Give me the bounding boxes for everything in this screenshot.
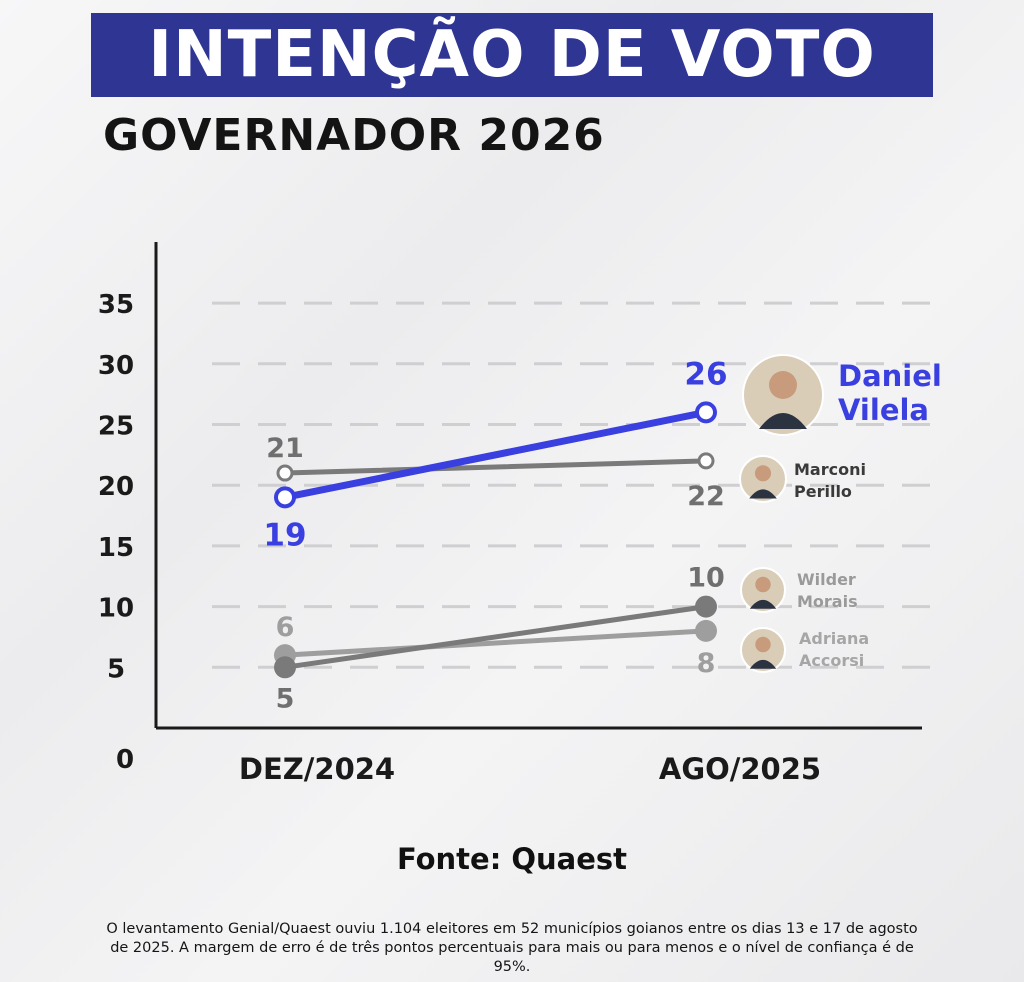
candidate-name-label: Accorsi xyxy=(799,651,864,670)
series-line xyxy=(282,604,709,670)
avatar-face-icon xyxy=(755,636,771,653)
candidate-name-label: Marconi xyxy=(794,460,866,479)
series-line xyxy=(282,628,709,658)
data-label: 22 xyxy=(687,481,725,512)
y-tick-label: 10 xyxy=(98,594,134,624)
y-tick-label: 5 xyxy=(107,654,125,684)
data-point xyxy=(695,595,717,618)
candidate-name-label: Morais xyxy=(797,592,858,611)
data-label: 21 xyxy=(266,433,304,464)
x-tick-label: AGO/2025 xyxy=(659,752,821,786)
data-label: 10 xyxy=(687,563,725,594)
data-point xyxy=(274,656,296,679)
candidate-name-label: Vilela xyxy=(838,393,929,427)
data-point xyxy=(697,452,715,470)
data-label: 5 xyxy=(276,683,295,714)
y-tick-label: 30 xyxy=(98,351,134,381)
data-label: 26 xyxy=(684,356,727,392)
source-label: Fonte: Quaest xyxy=(396,842,628,876)
candidate-name-label: Adriana xyxy=(799,629,869,648)
y-tick-label: 20 xyxy=(98,472,134,502)
chart-title: INTENÇÃO DE VOTO xyxy=(148,18,876,92)
avatar-face-icon xyxy=(755,576,771,593)
y-tick-label: 35 xyxy=(98,290,134,320)
series-line xyxy=(281,408,710,501)
line-chart: 0 5 10 15 20 25 30 35 DEZ/2024 AGO/2025 21 22 6 8 5 10 1… xyxy=(98,242,942,786)
data-point xyxy=(274,486,296,509)
chart-subtitle: GOVERNADOR 2026 xyxy=(103,110,605,161)
data-point xyxy=(276,464,294,482)
avatar-face-icon xyxy=(754,465,772,482)
candidate-name-label: Daniel xyxy=(838,359,942,393)
candidate-name-label: Perillo xyxy=(794,482,852,501)
y-tick-label: 15 xyxy=(98,533,134,563)
avatar-body-icon xyxy=(749,659,777,669)
data-point xyxy=(695,401,717,424)
x-tick-label: DEZ/2024 xyxy=(239,752,395,786)
data-label: 8 xyxy=(697,648,716,679)
avatar-body-icon xyxy=(759,413,807,429)
data-point xyxy=(695,619,717,642)
series-line xyxy=(282,458,709,476)
title-banner: INTENÇÃO DE VOTO xyxy=(91,13,933,97)
candidate-name-label: Wilder xyxy=(797,570,856,589)
avatar-body-icon xyxy=(749,599,777,609)
avatar-face-icon xyxy=(769,371,797,399)
y-tick-label: 25 xyxy=(98,412,134,442)
y-tick-label: 0 xyxy=(116,745,134,775)
methodology-note: O levantamento Genial/Quaest ouviu 1.104… xyxy=(106,921,918,975)
data-label: 19 xyxy=(263,517,306,553)
data-label: 6 xyxy=(276,612,295,643)
avatar-body-icon xyxy=(749,489,777,499)
